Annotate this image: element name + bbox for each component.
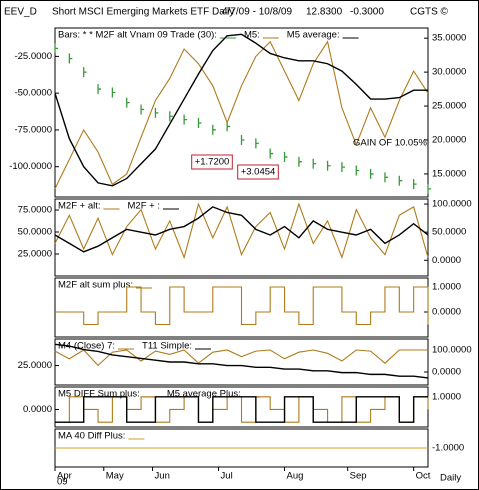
series-line [54, 33, 428, 187]
legend-label: M2F + : [128, 201, 160, 212]
price-bar [341, 162, 345, 173]
y2-tick-label: 0.0000 [432, 255, 461, 266]
price-bar [240, 134, 245, 145]
x-tick-label: Aug [287, 471, 304, 482]
y2-tick-label: 15.0000 [432, 168, 466, 179]
title: Short MSCI Emerging Markets ETF Daily [52, 7, 234, 18]
legend-label: MA 40 Diff Plus: [58, 431, 125, 442]
legend-label: M5 average: [287, 30, 340, 41]
y-tick-label: -50.0000 [14, 88, 52, 99]
y2-tick-label: 0.0000 [432, 307, 461, 318]
y2-tick-label: 0.0000 [432, 367, 461, 378]
y-tick-label: 75.0000 [18, 205, 52, 216]
year-label: 09 [57, 477, 68, 488]
legend-label: M5 average Plus: [167, 389, 241, 400]
copyright: CGTS © [410, 7, 449, 18]
price-bar [384, 172, 388, 183]
price-bar [54, 43, 58, 54]
annotation: GAIN OF 10.05% [353, 138, 427, 149]
price-bar [413, 179, 417, 190]
legend-label: T11 Simple: [142, 341, 192, 352]
series-line [54, 202, 429, 260]
symbol: EEV_D [4, 7, 37, 18]
y2-tick-label: 100.0000 [432, 199, 472, 210]
price-bar [369, 168, 374, 179]
price-bar [169, 111, 173, 122]
y2-tick-label: 1.0000 [432, 391, 461, 402]
y2-tick-label: 1.0000 [432, 282, 461, 293]
y2-tick-label: 100.0000 [432, 345, 472, 356]
x-tick-label: May [106, 471, 124, 482]
series-line [55, 396, 428, 423]
price-bar [183, 114, 188, 125]
y2-tick-label: 20.0000 [432, 135, 466, 146]
price-bar [355, 165, 360, 176]
legend-label: M5 DIFF Sum plus: [58, 389, 140, 400]
y2-tick-label: 25.0000 [432, 101, 466, 112]
price-bar [83, 67, 87, 78]
y2-tick-label: 30.0000 [432, 67, 466, 78]
x-axis-label: Daily [440, 473, 461, 484]
y-tick-label: 50.0000 [18, 227, 52, 238]
x-tick-label: Oct [416, 471, 431, 482]
series-line [54, 40, 429, 190]
x-tick-label: Jun [155, 471, 170, 482]
annotation-box [237, 164, 279, 180]
price-bar [212, 124, 216, 135]
price-bar [68, 53, 73, 64]
price-bar [298, 156, 302, 167]
annotation-box [191, 154, 233, 170]
y-tick-label: -75.0000 [14, 124, 52, 135]
x-tick-label: Apr [57, 471, 72, 482]
annotation: +3.0454 [241, 167, 276, 178]
y-tick-label: 25.0000 [18, 360, 52, 371]
price-bar [312, 158, 317, 169]
legend-label: M2F + alt: [58, 201, 101, 212]
y2-tick-label: -1.0000 [432, 443, 464, 454]
y2-tick-label: 50.0000 [432, 227, 466, 238]
price-bar [197, 118, 202, 129]
price-bar [398, 175, 403, 186]
panel [54, 198, 429, 277]
price-bar [283, 151, 288, 162]
legend-label: Bars: * * M2F alt Vnam 09 Trade (30): [58, 30, 217, 41]
annotation: +1.7200 [195, 157, 230, 168]
change: -0.3000 [350, 7, 384, 18]
panel [54, 338, 429, 386]
price-bar [140, 104, 145, 115]
price-bar [97, 84, 102, 95]
y-tick-label: 0.0000 [23, 404, 52, 415]
legend-label: M2F alt sum plus: [58, 280, 133, 291]
price-bar [154, 107, 159, 118]
price-bar [427, 183, 431, 194]
x-tick-label: Jul [221, 471, 233, 482]
series-line [54, 343, 429, 379]
price-bar [111, 87, 116, 98]
price-bar [326, 160, 331, 171]
y-tick-label: -100.0000 [9, 161, 52, 172]
date-range: 4/7/09 - 10/8/09 [222, 7, 292, 18]
last-price: 12.8300 [306, 7, 343, 18]
y-tick-label: 25.0000 [18, 249, 52, 260]
legend-label: M4 (Close) 7: [58, 341, 115, 352]
price-bar [269, 148, 274, 159]
series-line [54, 206, 429, 253]
x-tick-label: Sep [350, 471, 367, 482]
price-bar [255, 138, 259, 149]
series-line [54, 349, 428, 367]
series-line [55, 286, 429, 326]
price-bar [126, 97, 130, 108]
legend-label: M5: [244, 30, 260, 41]
y2-tick-label: 35.0000 [432, 33, 466, 44]
y-tick-label: -25.0000 [14, 51, 52, 62]
